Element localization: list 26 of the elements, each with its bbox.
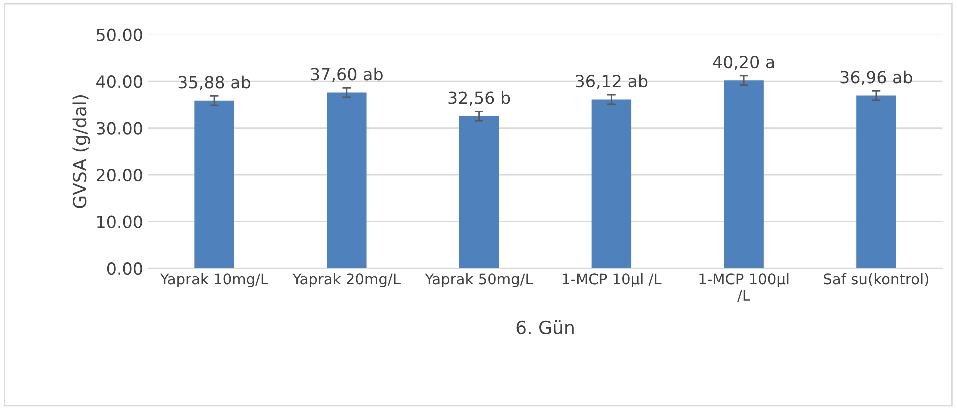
bar — [724, 80, 764, 269]
data-label: 40,20 a — [713, 56, 774, 70]
bar — [592, 100, 632, 269]
y-tick-label: 10.00 — [98, 216, 142, 228]
bar — [327, 92, 367, 269]
y-tick-label: 20.00 — [96, 169, 142, 182]
data-label: 35,88 ab — [178, 76, 251, 90]
x-tick-label: Yaprak 50mg/L — [425, 273, 534, 288]
x-tick-label: 1-MCP 10µl /L — [563, 273, 662, 288]
bar — [194, 100, 234, 269]
y-tick-label: 0.00 — [107, 262, 142, 276]
data-label: 32,56 b — [448, 91, 510, 106]
data-label: 37,60 ab — [311, 68, 383, 82]
y-axis-title: GVSA (g/dal) — [72, 96, 90, 208]
y-tick-label: 40.00 — [96, 76, 142, 88]
y-tick-label: 30.00 — [97, 122, 142, 135]
y-tick-label: 50.00 — [97, 28, 142, 42]
bar — [856, 96, 896, 269]
bar — [459, 116, 500, 269]
x-tick-label: 1-MCP 100µl /L — [700, 273, 789, 302]
x-axis-title: 6. Gün — [516, 320, 574, 334]
x-tick-label: Yaprak 20mg/L — [292, 273, 401, 288]
x-tick-label: Yaprak 10mg/L — [160, 273, 269, 288]
data-label: 36,12 ab — [576, 74, 648, 90]
data-label: 36,96 ab — [840, 70, 912, 86]
x-tick-label: Saf su(kontrol) — [824, 273, 929, 286]
